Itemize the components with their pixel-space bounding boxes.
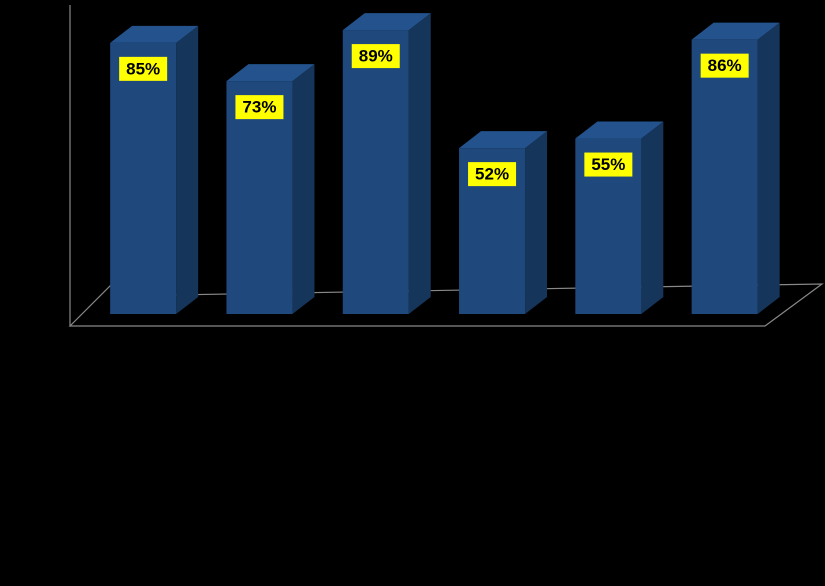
- value-label-box: [468, 162, 517, 187]
- bar-top: [691, 22, 780, 40]
- bar-top: [226, 64, 315, 82]
- bar-side: [525, 131, 548, 314]
- value-label: 86%: [708, 56, 742, 75]
- bar-side: [292, 64, 315, 314]
- bar-top: [342, 13, 431, 31]
- bar-top: [575, 121, 664, 139]
- value-label: 73%: [242, 98, 276, 117]
- value-label-box: [351, 44, 400, 69]
- bar: [691, 39, 758, 314]
- value-label-box: [584, 152, 633, 177]
- value-label: 89%: [359, 47, 393, 66]
- value-label: 52%: [475, 165, 509, 184]
- value-label-box: [119, 56, 168, 81]
- value-label: 55%: [591, 155, 625, 174]
- bar: [110, 42, 177, 314]
- bar-side: [408, 13, 431, 315]
- bar-side: [641, 121, 664, 314]
- bar-top: [110, 25, 199, 43]
- value-label-box: [700, 53, 749, 78]
- bar-side: [176, 25, 199, 314]
- bar: [226, 81, 293, 314]
- value-label-box: [235, 95, 284, 120]
- value-label: 85%: [126, 59, 160, 78]
- bar: [342, 30, 409, 315]
- bar-side: [757, 22, 780, 314]
- bar-top: [459, 131, 548, 149]
